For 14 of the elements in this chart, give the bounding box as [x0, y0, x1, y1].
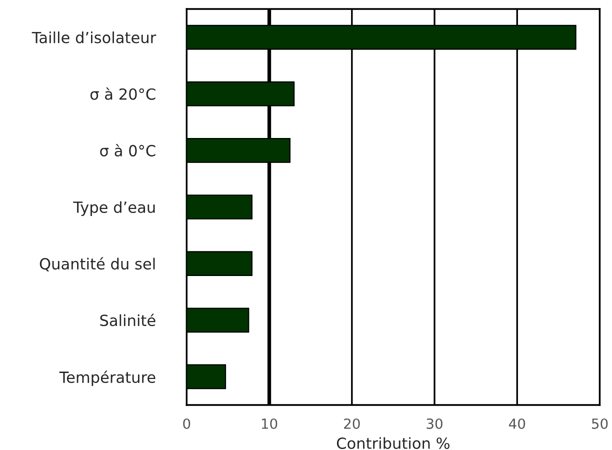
x-tick-label: 40	[508, 418, 526, 429]
y-tick-label: σ à 0°C	[100, 144, 156, 156]
y-tick-label: σ à 20°C	[90, 87, 156, 100]
x-tick-label: 10	[262, 418, 278, 429]
y-tick-label: Type d’eau	[73, 201, 155, 216]
x-axis-title: Contribution %	[336, 437, 450, 450]
x-tick-label: 50	[592, 418, 608, 429]
y-tick-label: Température	[59, 370, 156, 386]
y-tick-label: Quantité du sel	[40, 257, 155, 272]
x-tick-label: 30	[426, 418, 442, 429]
y-tick-label: Salinité	[100, 314, 156, 326]
y-tick-label: Taille d’isolateur	[32, 31, 156, 44]
x-tick-label: 0	[183, 418, 190, 429]
x-tick-label: 20	[344, 418, 360, 429]
